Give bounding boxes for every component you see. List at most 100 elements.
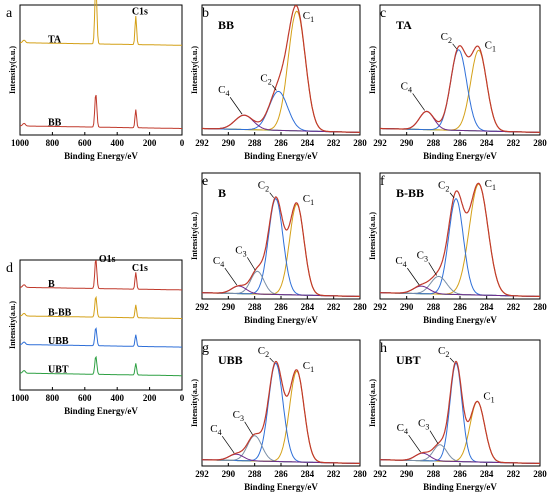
- label-leader: [272, 85, 277, 91]
- component-label-C1: C1: [485, 178, 496, 192]
- panel-b: 292 290 288 286 284 282 280 Binding Energy/eV In…: [190, 4, 367, 161]
- y-axis-label: Intensity(a.u.): [368, 379, 377, 427]
- x-tick-label: 290: [222, 138, 236, 148]
- survey-line-TA: [19, 0, 182, 46]
- x-tick-label: 288: [427, 302, 441, 312]
- label-leader: [244, 421, 253, 435]
- x-tick-label: 292: [195, 302, 209, 312]
- x-axis-label: Binding Energy/eV: [64, 406, 138, 416]
- panel-letter: f: [380, 174, 385, 189]
- x-tick-label: 282: [507, 302, 521, 312]
- component-label-C3: C3: [417, 249, 428, 263]
- component-C4: [202, 453, 360, 464]
- x-tick-label: 286: [453, 138, 467, 148]
- x-tick-label: 280: [353, 469, 367, 479]
- panel-letter: e: [202, 174, 208, 189]
- component-label-C1: C1: [483, 391, 494, 405]
- panel-letter: d: [6, 261, 13, 276]
- x-tick-label: 282: [327, 138, 341, 148]
- x-tick-label: 284: [301, 469, 315, 479]
- peak-label-c1s: C1s: [132, 263, 148, 274]
- panel-letter: c: [380, 6, 386, 21]
- y-axis-label: Intensity(a.u.): [190, 212, 199, 260]
- x-tick-label: 286: [274, 138, 288, 148]
- x-tick-label: 286: [274, 469, 288, 479]
- x-tick-label: 600: [78, 138, 92, 148]
- label-leader: [449, 357, 455, 363]
- label-leader: [224, 267, 238, 286]
- label-leader: [229, 97, 243, 115]
- y-axis-label: Intensity(a.u.): [190, 379, 199, 427]
- panel-f: 292 290 288 286 284 282 280 Binding Energy/eV In…: [368, 172, 547, 325]
- component-C4: [380, 285, 540, 297]
- component-label-C1: C1: [485, 39, 496, 53]
- y-axis-label: Intensity(a.u.): [8, 301, 17, 349]
- x-axis-label: Binding Energy/eV: [244, 482, 318, 492]
- survey-line-UBT: [19, 355, 182, 377]
- x-tick-label: 292: [373, 138, 387, 148]
- survey-line-BB: [19, 94, 182, 129]
- envelope-line: [380, 360, 540, 465]
- plot-frame: [19, 4, 183, 136]
- component-label-C3: C3: [233, 409, 244, 423]
- x-tick-label: 290: [400, 302, 414, 312]
- series-label: B: [48, 279, 55, 290]
- survey-line-UBB: [19, 327, 182, 348]
- label-leader: [428, 262, 437, 276]
- x-tick-label: 288: [427, 138, 441, 148]
- label-leader: [247, 257, 256, 271]
- x-tick-label: 284: [480, 469, 494, 479]
- x-tick-label: 290: [400, 138, 414, 148]
- x-tick-label: 286: [453, 469, 467, 479]
- panel-title: UBT: [396, 353, 421, 367]
- panel-c: 292 290 288 286 284 282 280 Binding Energy/eV In…: [368, 4, 547, 161]
- x-tick-label: 280: [533, 469, 547, 479]
- panel-letter: h: [380, 341, 387, 356]
- x-tick-label: 0: [180, 393, 185, 403]
- label-leader: [449, 192, 455, 198]
- x-tick-label: 290: [222, 302, 236, 312]
- x-tick-label: 280: [353, 138, 367, 148]
- panel-title: TA: [396, 18, 412, 32]
- x-tick-label: 292: [195, 469, 209, 479]
- x-axis-label: Binding Energy/eV: [244, 151, 318, 161]
- survey-line-B: [19, 260, 182, 291]
- x-tick-label: 200: [143, 138, 157, 148]
- envelope-line: [202, 4, 360, 133]
- x-tick-label: 400: [110, 393, 124, 403]
- x-tick-label: 286: [274, 302, 288, 312]
- component-label-C2: C2: [438, 180, 449, 194]
- component-C2: [380, 198, 540, 297]
- component-label-C2: C2: [438, 345, 449, 359]
- x-tick-label: 200: [143, 393, 157, 403]
- x-tick-label: 282: [327, 302, 341, 312]
- component-label-C4: C4: [218, 84, 229, 98]
- x-tick-label: 292: [373, 469, 387, 479]
- component-C4: [202, 114, 360, 133]
- x-tick-label: 292: [195, 138, 209, 148]
- panel-e: 292 290 288 286 284 282 280 Binding Energy/eV In…: [190, 172, 367, 325]
- panel-a: 1000 800 600 400 200 0 Binding Energy/eV Intens…: [6, 0, 185, 161]
- component-label-C4: C4: [210, 423, 221, 437]
- component-label-C2: C2: [441, 31, 452, 45]
- component-label-C1: C1: [303, 193, 314, 207]
- component-label-C2: C2: [258, 345, 269, 359]
- x-tick-label: 800: [46, 138, 60, 148]
- series-label: UBB: [48, 336, 69, 347]
- envelope-line: [202, 196, 360, 298]
- x-tick-label: 600: [78, 393, 92, 403]
- label-leader: [452, 43, 457, 50]
- x-axis-label: Binding Energy/eV: [244, 315, 318, 325]
- x-axis-label: Binding Energy/eV: [423, 315, 497, 325]
- envelope-line: [380, 45, 540, 133]
- envelope-line: [380, 182, 540, 298]
- x-axis-label: Binding Energy/eV: [64, 151, 138, 161]
- envelope-line: [202, 360, 360, 465]
- component-label-C3: C3: [418, 418, 429, 432]
- x-tick-label: 284: [301, 138, 315, 148]
- x-tick-label: 280: [533, 138, 547, 148]
- series-label: UBT: [48, 365, 69, 376]
- y-axis-label: Intensity(a.u.): [368, 212, 377, 260]
- label-leader: [429, 430, 439, 444]
